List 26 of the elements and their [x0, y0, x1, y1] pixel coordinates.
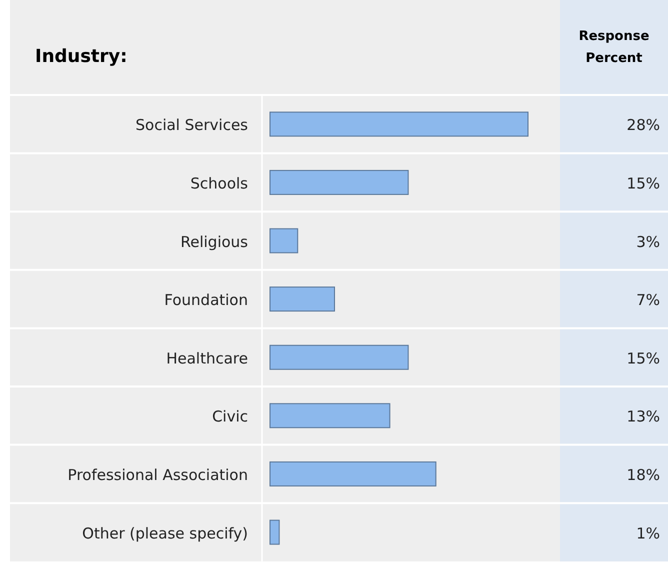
- data-label: 1%: [636, 524, 660, 542]
- x-axis-title: Response Percent: [578, 29, 650, 66]
- data-label: 13%: [626, 408, 660, 426]
- y-tick-label: Religious: [180, 232, 248, 251]
- data-label: 15%: [626, 174, 660, 192]
- y-tick-label: Other (please specify): [82, 524, 248, 542]
- data-label: 3%: [636, 232, 660, 251]
- y-tick-label: Professional Association: [68, 466, 248, 484]
- data-label: 28%: [626, 116, 660, 134]
- bar: [270, 461, 436, 486]
- bar: [270, 228, 298, 254]
- data-label: 15%: [626, 349, 660, 368]
- y-tick-label: Foundation: [164, 291, 248, 310]
- bar: [270, 403, 390, 428]
- text: Industry:: [35, 46, 128, 67]
- bar: [270, 344, 409, 370]
- bar: [270, 170, 409, 195]
- data-label: 18%: [626, 466, 660, 484]
- bar: [270, 520, 280, 545]
- data-label: 7%: [636, 291, 660, 310]
- y-tick-label: Social Services: [136, 116, 248, 134]
- y-tick-label: Schools: [190, 174, 248, 192]
- bar: [270, 286, 335, 312]
- y-tick-label: Civic: [212, 408, 248, 426]
- bar: [270, 112, 528, 137]
- y-tick-label: Healthcare: [166, 349, 248, 368]
